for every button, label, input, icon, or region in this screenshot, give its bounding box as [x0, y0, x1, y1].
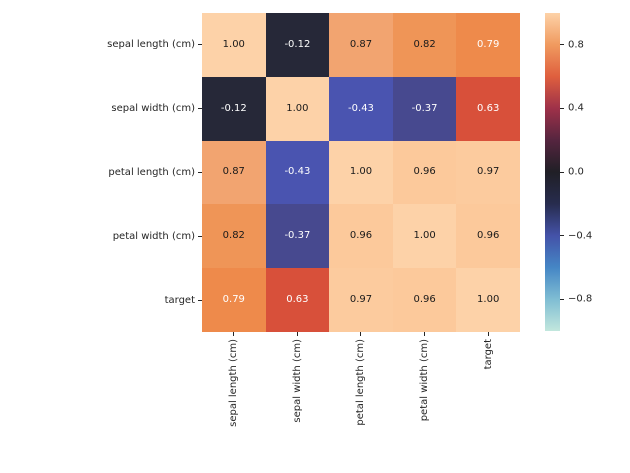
x-tick-label: target: [482, 339, 494, 370]
colorbar-tick-label: 0.0: [568, 166, 584, 178]
colorbar-tick-mark: [560, 107, 564, 109]
heatmap-cell: 0.96: [392, 140, 457, 205]
heatmap-cell: -0.37: [265, 204, 330, 269]
colorbar-tick-label: 0.4: [568, 102, 584, 114]
heatmap-cell: 0.63: [265, 268, 330, 332]
heatmap-cell: -0.37: [392, 76, 457, 141]
heatmap-cell: 0.63: [456, 76, 520, 141]
y-axis-row: sepal length (cm): [0, 13, 202, 77]
heatmap-cell: 0.97: [456, 140, 520, 205]
colorbar-tick-mark: [560, 298, 564, 300]
x-tick-label: petal length (cm): [355, 339, 367, 426]
y-tick-mark: [198, 171, 202, 173]
x-axis-col: petal length (cm): [329, 332, 393, 427]
x-axis-col: petal width (cm): [393, 332, 457, 427]
x-axis: sepal length (cm) sepal width (cm) petal…: [202, 332, 520, 427]
y-tick-label: sepal length (cm): [107, 39, 195, 51]
heatmap-cell: 0.82: [392, 13, 457, 77]
heatmap-cell: 0.96: [329, 204, 393, 269]
heatmap-cell: 0.87: [329, 13, 393, 77]
x-tick-mark: [360, 332, 362, 336]
y-tick-label: sepal width (cm): [111, 103, 195, 115]
colorbar-tick-label: −0.8: [568, 293, 593, 305]
y-axis-row: sepal width (cm): [0, 77, 202, 141]
y-axis: sepal length (cm) sepal width (cm) petal…: [0, 13, 202, 332]
heatmap-cell: -0.12: [265, 13, 330, 77]
x-axis-col: target: [456, 332, 520, 427]
y-tick-mark: [198, 44, 202, 46]
colorbar: [545, 13, 560, 331]
heatmap-cell: -0.43: [265, 140, 330, 205]
heatmap-cell: 0.79: [202, 268, 266, 332]
heatmap-cell: -0.43: [329, 76, 393, 141]
x-axis-col: sepal length (cm): [202, 332, 266, 427]
y-tick-mark: [198, 108, 202, 110]
y-tick-mark: [198, 235, 202, 237]
x-tick-label: sepal width (cm): [291, 339, 303, 423]
heatmap-grid: 1.00 -0.12 0.87 0.82 0.79 -0.12 1.00 -0.43 -0.37…: [202, 13, 520, 332]
heatmap-cell: 1.00: [456, 268, 520, 332]
heatmap-cell: 0.97: [329, 268, 393, 332]
y-axis-row: target: [0, 268, 202, 332]
colorbar-tick-label: 0.8: [568, 39, 584, 51]
x-tick-mark: [233, 332, 235, 336]
heatmap-cell: 0.82: [202, 204, 266, 269]
y-tick-label: target: [164, 294, 195, 306]
y-tick-label: petal length (cm): [108, 166, 195, 178]
x-tick-mark: [424, 332, 426, 336]
colorbar-ticks: 0.8 0.4 0.0 −0.4 −0.8: [560, 13, 630, 331]
colorbar-tick-mark: [560, 171, 564, 173]
x-tick-mark: [296, 332, 298, 336]
heatmap-cell: 0.96: [392, 268, 457, 332]
heatmap-cell: -0.12: [202, 76, 266, 141]
heatmap-cell: 1.00: [392, 204, 457, 269]
y-tick-label: petal width (cm): [112, 230, 195, 242]
heatmap-cell: 1.00: [202, 13, 266, 77]
colorbar-tick-label: −0.4: [568, 230, 593, 242]
colorbar-tick-mark: [560, 44, 564, 46]
heatmap-cell: 1.00: [329, 140, 393, 205]
y-tick-mark: [198, 299, 202, 301]
heatmap-cell: 0.96: [456, 204, 520, 269]
y-axis-row: petal length (cm): [0, 141, 202, 205]
x-tick-label: petal width (cm): [419, 339, 431, 422]
heatmap-cell: 1.00: [265, 76, 330, 141]
colorbar-tick-mark: [560, 235, 564, 237]
x-axis-col: sepal width (cm): [266, 332, 330, 427]
heatmap-cell: 0.79: [456, 13, 520, 77]
x-tick-mark: [487, 332, 489, 336]
heatmap-cell: 0.87: [202, 140, 266, 205]
x-tick-label: sepal length (cm): [228, 339, 240, 427]
y-axis-row: petal width (cm): [0, 204, 202, 268]
